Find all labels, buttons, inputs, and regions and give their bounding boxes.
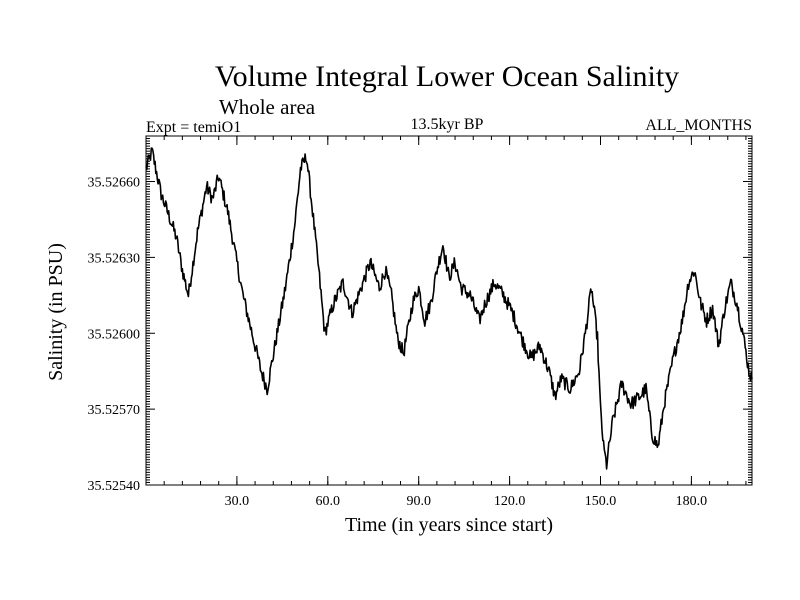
x-axis-label: Time (in years since start) xyxy=(345,514,553,536)
salinity-series-line xyxy=(145,147,753,470)
months-label: ALL_MONTHS xyxy=(645,117,752,134)
y-axis-ticks: 35.52540 35.52570 35.52600 35.52630 35.52660 xyxy=(88,135,752,494)
y-tick-label: 35.52630 xyxy=(88,251,141,266)
x-tick-label: 30.0 xyxy=(225,494,250,509)
y-tick-label: 35.52600 xyxy=(88,327,141,342)
x-tick-label: 90.0 xyxy=(406,494,431,509)
y-tick-label: 35.52540 xyxy=(88,479,141,494)
chart-subtitle: Whole area xyxy=(219,95,316,119)
x-tick-label: 150.0 xyxy=(585,494,617,509)
chart-title: Volume Integral Lower Ocean Salinity xyxy=(215,60,679,93)
y-axis-label: Salinity (in PSU) xyxy=(45,243,67,381)
experiment-label: Expt = temiO1 xyxy=(146,119,241,136)
y-tick-label: 35.52660 xyxy=(88,176,141,191)
y-tick-label: 35.52570 xyxy=(88,403,141,418)
plot-frame xyxy=(145,135,753,486)
x-tick-label: 60.0 xyxy=(316,494,341,509)
x-tick-label: 180.0 xyxy=(676,494,708,509)
x-tick-label: 120.0 xyxy=(494,494,526,509)
period-label: 13.5kyr BP xyxy=(411,116,484,133)
x-axis-ticks: 30.0 60.0 90.0 120.0 150.0 180.0 xyxy=(163,136,747,509)
